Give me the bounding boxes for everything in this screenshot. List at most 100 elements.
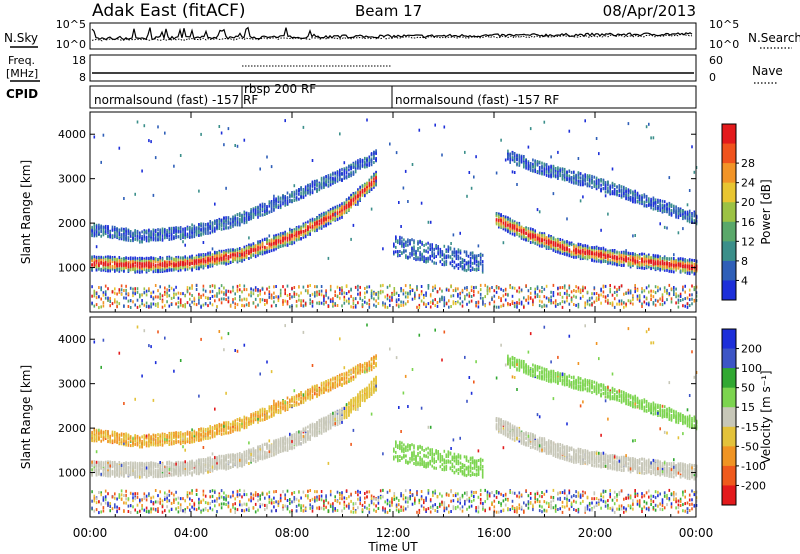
echo-cell — [300, 230, 302, 234]
echo-cell — [145, 263, 148, 267]
echo-cell — [395, 291, 398, 295]
echo-cell — [304, 231, 307, 235]
echo-cell — [339, 288, 341, 292]
echo-cell — [550, 298, 552, 302]
echo-cell — [254, 288, 257, 292]
echo-cell — [223, 216, 225, 220]
echo-cell — [293, 184, 296, 188]
echo-cell — [116, 232, 118, 236]
echo-cell — [548, 239, 550, 243]
echo-cell — [357, 191, 359, 195]
echo-cell — [554, 299, 557, 303]
echo-cell — [584, 286, 586, 290]
echo-cell — [173, 262, 175, 266]
echo-cell — [423, 296, 425, 300]
echo-cell — [502, 289, 505, 293]
echo-cell — [248, 236, 250, 240]
echo-cell — [316, 182, 318, 186]
echo-cell — [536, 236, 539, 240]
echo-cell — [591, 186, 593, 189]
echo-cell — [552, 246, 555, 250]
echo-cell — [166, 291, 168, 295]
echo-cell — [248, 301, 250, 305]
echo-cell — [177, 260, 180, 264]
echo-cell — [345, 292, 348, 295]
echo-cell — [182, 292, 184, 296]
echo-cell — [552, 294, 555, 298]
echo-cell — [595, 247, 598, 251]
echo-cell — [270, 304, 273, 308]
echo-cell — [236, 259, 239, 263]
echo-cell — [370, 157, 373, 161]
echo-cell — [411, 297, 414, 301]
echo-cell — [266, 208, 268, 212]
echo-cell — [366, 285, 368, 289]
echo-cell — [186, 290, 189, 294]
echo-cell — [225, 223, 227, 226]
echo-cell — [352, 170, 355, 174]
echo-cell — [107, 225, 109, 228]
cpid-segment-1: normalsound (fast) -157 RF — [94, 93, 258, 107]
echo-cell — [191, 231, 193, 235]
echo-cell — [357, 292, 359, 296]
echo-cell — [359, 197, 361, 201]
echo-cell — [214, 202, 216, 206]
echo-cell — [532, 299, 534, 303]
echo-cell — [132, 294, 134, 298]
echo-cell — [270, 202, 273, 206]
echo-cell — [545, 241, 548, 244]
echo-cell — [545, 173, 548, 177]
echo-cell — [479, 296, 482, 300]
echo-cell — [332, 206, 334, 210]
echo-cell — [243, 218, 246, 222]
echo-cell — [227, 249, 230, 253]
echo-cell — [236, 217, 239, 221]
echo-cell — [127, 260, 130, 264]
echo-cell — [236, 284, 239, 288]
echo-cell — [588, 246, 591, 250]
echo-cell — [545, 236, 548, 240]
echo-cell — [182, 236, 184, 239]
echo-cell — [139, 270, 141, 274]
echo-cell — [98, 263, 100, 267]
echo-cell — [261, 248, 264, 252]
echo-cell — [327, 218, 330, 222]
echo-cell — [218, 298, 221, 302]
echo-cell — [116, 268, 118, 272]
echo-cell — [518, 223, 521, 227]
echo-cell — [114, 298, 116, 302]
echo-cell — [136, 268, 139, 272]
echo-cell — [316, 216, 318, 220]
echo-cell — [159, 259, 161, 263]
echo-cell — [550, 236, 552, 240]
echo-cell — [193, 257, 196, 261]
echo-cell — [509, 227, 511, 231]
echo-cell — [232, 220, 234, 224]
echo-cell — [261, 207, 264, 211]
echo-cell — [504, 224, 507, 228]
echo-cell — [157, 305, 159, 308]
echo-cell — [354, 202, 357, 206]
echo-cell — [286, 294, 289, 297]
echo-cell — [189, 266, 191, 270]
echo-cell — [168, 227, 171, 231]
echo-cell — [529, 167, 532, 171]
echo-cell — [286, 302, 289, 306]
echo-cell — [368, 302, 371, 306]
echo-cell — [257, 246, 259, 250]
echo-cell — [132, 300, 134, 304]
echo-cell — [195, 303, 198, 307]
echo-cell — [145, 293, 148, 297]
echo-cell — [125, 230, 127, 234]
echo-cell — [498, 225, 500, 229]
freq-label-2: [MHz] — [6, 67, 38, 80]
echo-cell — [454, 289, 457, 293]
echo-cell — [332, 213, 334, 217]
echo-cell — [507, 302, 509, 306]
echo-cell — [502, 217, 505, 221]
echo-cell — [284, 196, 286, 200]
echo-cell — [320, 212, 323, 216]
echo-cell — [450, 242, 452, 245]
echo-cell — [123, 257, 125, 261]
echo-cell — [175, 236, 177, 240]
